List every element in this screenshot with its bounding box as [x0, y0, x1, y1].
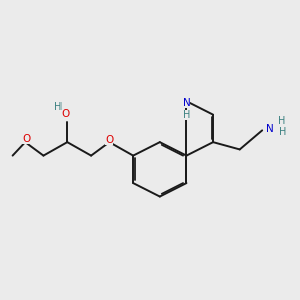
Text: N: N — [266, 124, 274, 134]
Text: N: N — [183, 98, 190, 109]
Text: H: H — [183, 110, 190, 120]
Text: O: O — [62, 109, 70, 119]
Text: H: H — [279, 127, 286, 137]
Text: H: H — [54, 101, 61, 112]
Text: H: H — [55, 101, 62, 112]
Text: O: O — [105, 135, 113, 145]
Text: H: H — [278, 116, 286, 126]
Text: O: O — [22, 134, 31, 144]
